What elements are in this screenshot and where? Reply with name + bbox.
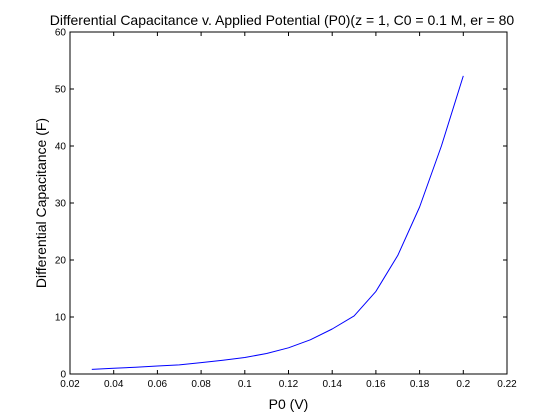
x-tick-label: 0.02 xyxy=(60,379,80,390)
x-tick-label: 0.1 xyxy=(238,379,252,390)
chart-title: Differential Capacitance v. Applied Pote… xyxy=(50,12,515,28)
x-tick-label: 0.04 xyxy=(104,379,124,390)
y-axis-label: Differential Capacitance (F) xyxy=(33,118,49,288)
x-tick-label: 0.14 xyxy=(322,379,342,390)
x-tick-label: 0.22 xyxy=(497,379,517,390)
x-tick-label: 0.2 xyxy=(456,379,470,390)
y-tick-label: 0 xyxy=(60,370,66,381)
y-tick-label: 40 xyxy=(55,142,67,153)
series-line xyxy=(91,75,464,370)
x-tick-label: 0.08 xyxy=(191,379,211,390)
y-tick-label: 10 xyxy=(55,313,67,324)
series-layer xyxy=(91,75,464,370)
x-tick-label: 0.12 xyxy=(279,379,299,390)
y-axis-ticks: 0 10 20 30 40 50 60 xyxy=(55,28,507,381)
x-tick-label: 0.18 xyxy=(410,379,430,390)
y-tick-label: 50 xyxy=(55,85,67,96)
y-tick-label: 20 xyxy=(55,256,67,267)
x-tick-label: 0.06 xyxy=(148,379,168,390)
y-tick-label: 60 xyxy=(55,28,67,39)
x-axis-ticks: 0.02 0.04 0.06 0.08 0.1 0.12 0.14 0.16 0.18 0.2 0.… xyxy=(60,32,517,390)
y-tick-label: 30 xyxy=(55,199,67,210)
x-tick-label: 0.16 xyxy=(366,379,386,390)
x-axis-label: P0 (V) xyxy=(269,396,309,412)
